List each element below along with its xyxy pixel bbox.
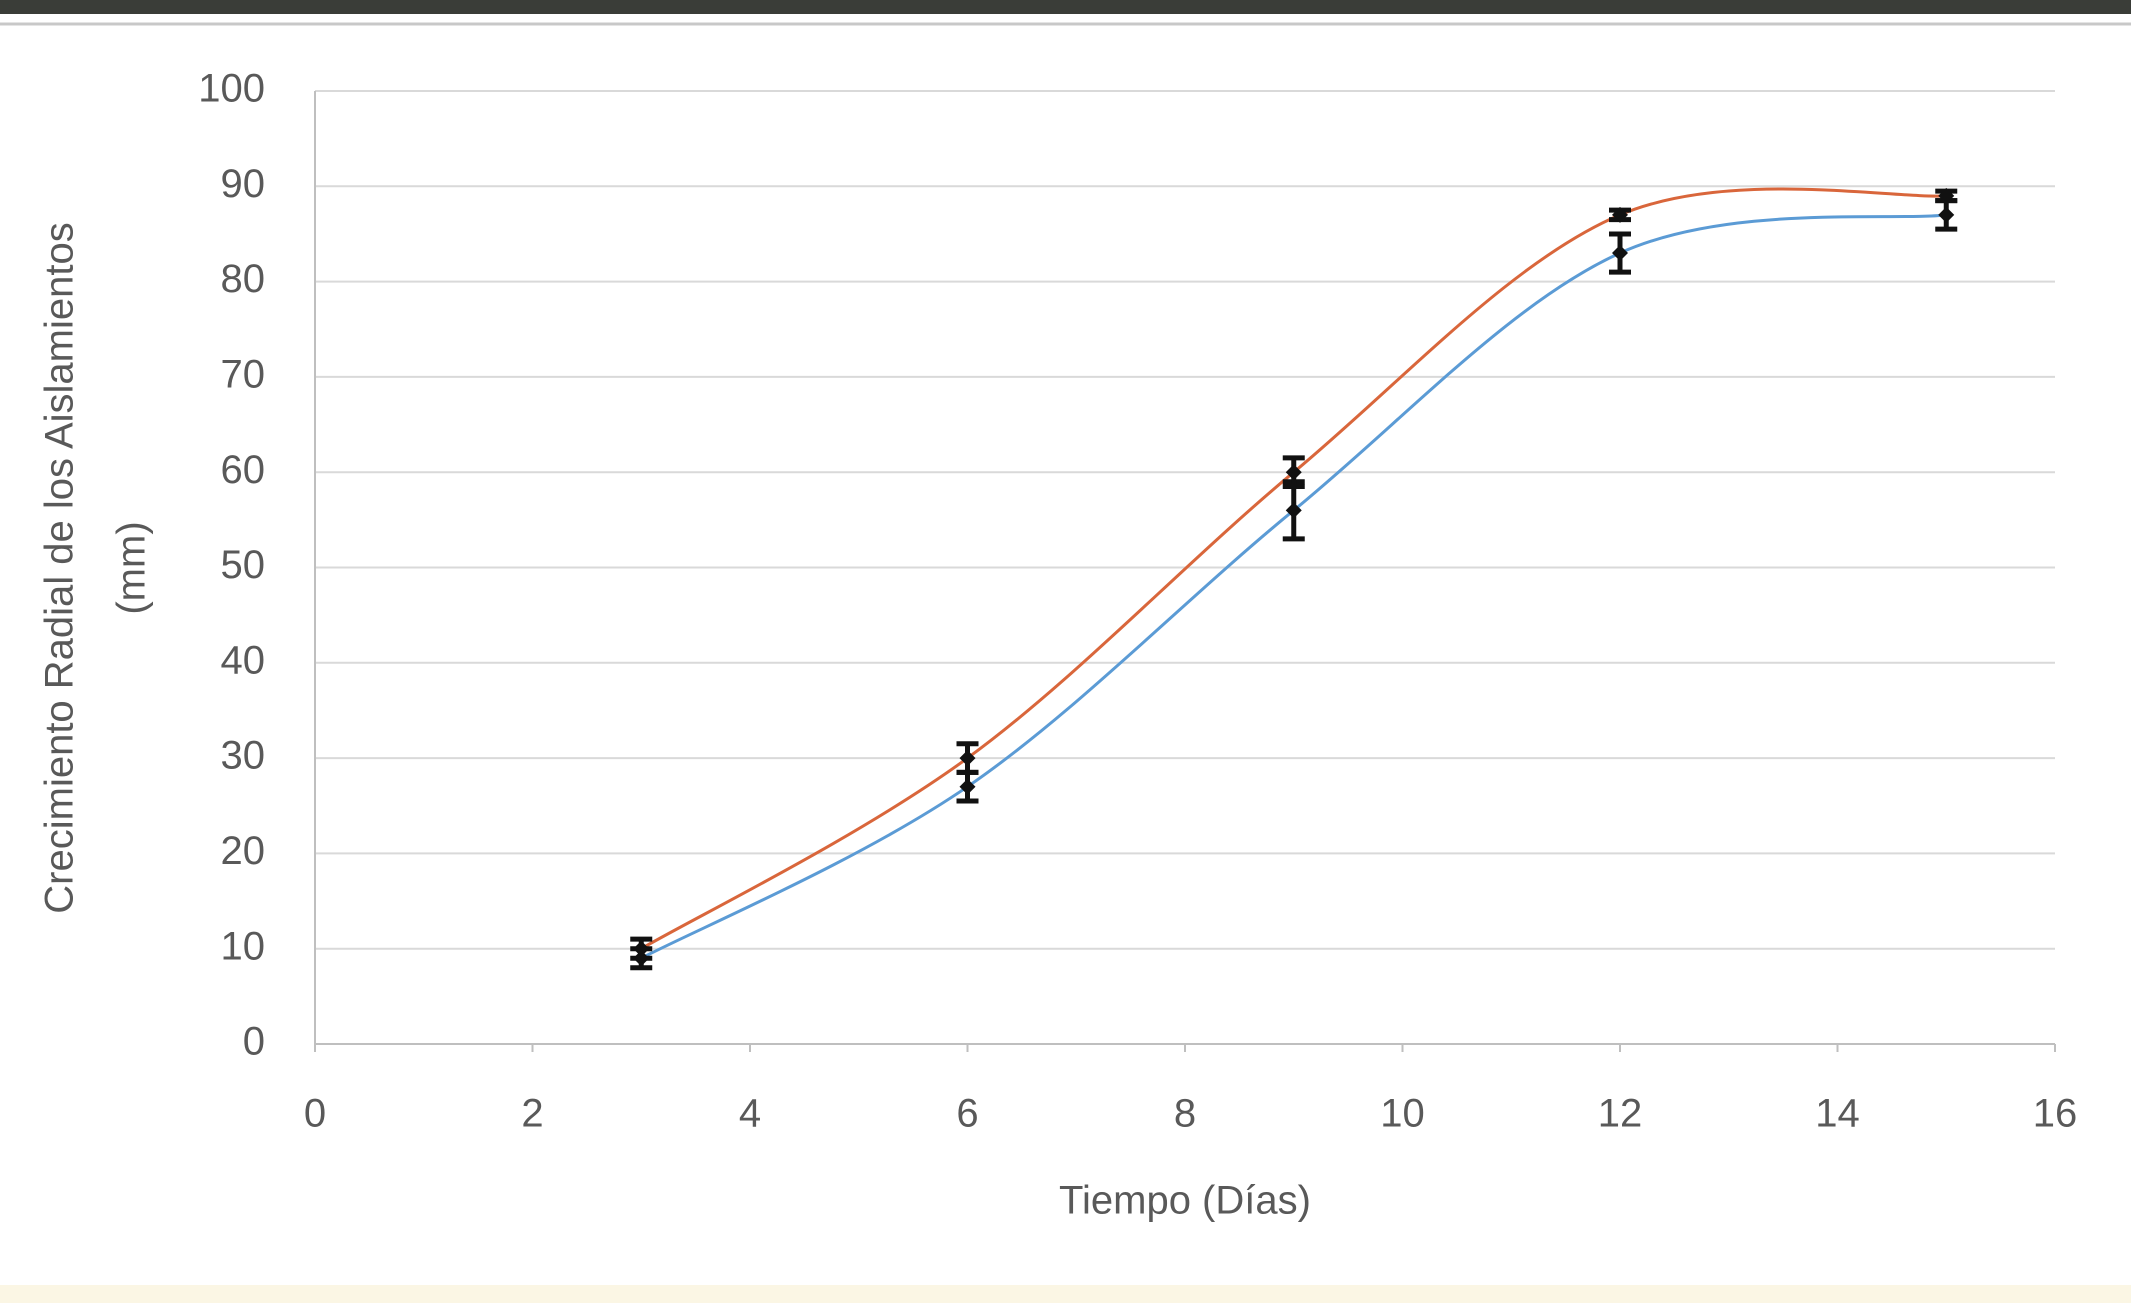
point-marker [1612, 206, 1628, 223]
y-tick-label: 90 [221, 162, 266, 206]
x-tick-label: 10 [1380, 1092, 1425, 1136]
y-tick-label: 30 [221, 734, 266, 778]
x-tick-label: 0 [304, 1092, 326, 1136]
point-marker [633, 940, 650, 957]
point-marker [1938, 187, 1955, 204]
y-axis-title: (mm) [110, 521, 154, 614]
x-tick-label: 14 [1815, 1092, 1860, 1136]
y-tick-label: 60 [221, 448, 266, 492]
y-tick-label: 20 [221, 829, 266, 873]
y-axis-title: Crecimiento Radial de los Aislamientos [38, 222, 82, 913]
point-marker [1938, 206, 1955, 223]
x-tick-label: 8 [1174, 1092, 1196, 1136]
x-tick-label: 6 [956, 1092, 978, 1136]
point-marker [1285, 502, 1302, 519]
bottom-strip [0, 1285, 2131, 1303]
y-tick-label: 10 [221, 924, 266, 968]
y-tick-label: 0 [243, 1020, 265, 1064]
x-tick-label: 16 [2033, 1092, 2078, 1136]
y-tick-label: 70 [221, 352, 266, 396]
x-tick-label: 4 [739, 1092, 761, 1136]
top-strip [0, 0, 2131, 14]
point-marker [959, 750, 976, 767]
y-tick-label: 50 [221, 543, 266, 587]
y-tick-label: 80 [221, 257, 266, 301]
series-line [640, 187, 1947, 950]
x-tick-label: 12 [1598, 1092, 1643, 1136]
y-tick-label: 40 [221, 638, 266, 682]
x-tick-label: 2 [521, 1092, 543, 1136]
point-marker [959, 778, 976, 795]
point-marker [1612, 245, 1628, 262]
y-tick-label: 100 [198, 67, 265, 111]
point-marker [1285, 464, 1302, 481]
series-line [640, 213, 1947, 960]
x-axis-title: Tiempo (Días) [1059, 1179, 1311, 1223]
